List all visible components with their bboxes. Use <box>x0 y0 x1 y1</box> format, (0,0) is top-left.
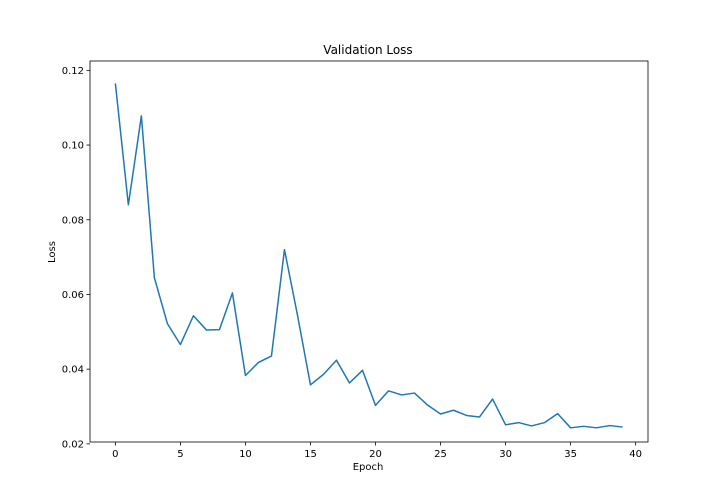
y-axis-label: Loss <box>47 241 58 263</box>
x-tick-label: 25 <box>434 449 447 460</box>
x-tick-label: 15 <box>304 449 317 460</box>
x-axis: 0 5 10 15 20 25 30 35 40 <box>112 442 642 460</box>
y-tick-label: 0.08 <box>62 215 84 226</box>
x-tick-label: 0 <box>112 449 118 460</box>
x-axis-label: Epoch <box>353 462 384 473</box>
y-tick-label: 0.12 <box>62 66 84 77</box>
y-tick-label: 0.02 <box>62 439 84 450</box>
x-tick-label: 35 <box>564 449 577 460</box>
chart-title: Validation Loss <box>323 43 412 57</box>
y-tick-label: 0.06 <box>62 290 84 301</box>
plot-area <box>89 60 649 443</box>
y-axis: 0.02 0.04 0.06 0.08 0.10 0.12 <box>62 66 90 450</box>
x-tick-label: 5 <box>177 449 183 460</box>
x-tick-label: 30 <box>499 449 512 460</box>
x-tick-label: 40 <box>629 449 642 460</box>
y-tick-label: 0.10 <box>62 141 84 152</box>
y-tick-label: 0.04 <box>62 365 84 376</box>
x-tick-label: 20 <box>369 449 382 460</box>
plot-frame <box>89 60 649 443</box>
series-line-validation-loss <box>114 83 623 429</box>
x-tick-label: 10 <box>239 449 252 460</box>
